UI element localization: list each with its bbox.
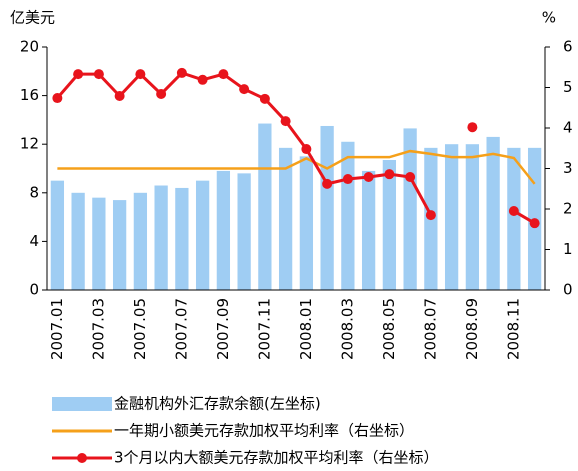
x-tick-label: 2008.03: [338, 298, 356, 360]
bar: [71, 192, 85, 290]
x-tick-label: 2007.11: [255, 298, 273, 360]
marker: [384, 169, 395, 180]
bar: [175, 187, 189, 290]
bar: [133, 192, 148, 290]
bar: [341, 141, 355, 290]
x-tick-label: 2007.01: [48, 298, 66, 360]
y-tick-label: 16: [20, 86, 39, 104]
x-tick-label: 2007.07: [172, 298, 190, 360]
marker: [197, 74, 208, 85]
marker: [218, 69, 229, 80]
y-tick-label: 4: [29, 232, 39, 250]
bar: [258, 123, 272, 290]
y2-axis-label: %: [542, 9, 556, 27]
marker: [259, 93, 270, 104]
x-tick-label: 2007.09: [214, 298, 232, 360]
marker: [363, 172, 374, 183]
x-tick-label: 2008.07: [421, 298, 439, 360]
line: [57, 149, 536, 185]
y2-tick-label: 6: [563, 38, 573, 56]
x-tick-label: 2007.03: [89, 298, 107, 360]
marker: [508, 206, 519, 217]
x-tick-label: 2008.01: [297, 298, 315, 360]
marker: [156, 88, 167, 99]
y2-tick-label: 1: [563, 240, 573, 258]
bar: [507, 147, 521, 290]
bar: [486, 136, 500, 290]
y-tick-label: 20: [20, 38, 39, 56]
bar: [216, 170, 231, 290]
marker: [93, 69, 104, 80]
y2-tick-label: 0: [563, 281, 573, 299]
y-axis-label: 亿美元: [10, 9, 55, 27]
marker: [322, 178, 333, 189]
y2-tick-label: 3: [563, 159, 573, 177]
bar: [361, 170, 376, 290]
y2-tick-label: 2: [563, 200, 573, 218]
bar: [465, 144, 480, 290]
y2-tick-label: 5: [563, 78, 573, 96]
bar: [50, 180, 65, 290]
legend-label: 一年期小额美元存款加权平均利率（右坐标）: [114, 422, 414, 440]
bar: [320, 125, 334, 290]
bar: [112, 200, 127, 290]
marker: [342, 174, 353, 185]
y-tick-label: 12: [20, 135, 39, 153]
x-tick-label: 2008.11: [504, 298, 522, 360]
x-tick-label: 2008.09: [463, 298, 481, 360]
legend-marker: [77, 453, 87, 463]
marker: [73, 69, 84, 80]
bar: [382, 159, 397, 290]
marker: [529, 218, 540, 229]
marker: [280, 116, 291, 127]
marker: [425, 210, 436, 221]
bar: [154, 185, 168, 290]
bar: [237, 173, 251, 290]
marker: [52, 93, 63, 104]
bar: [299, 156, 314, 290]
legend-swatch: [52, 397, 112, 411]
bar: [444, 144, 459, 290]
marker: [467, 122, 478, 133]
legend-label: 金融机构外汇存款余额(左坐标): [114, 395, 321, 413]
bar: [403, 128, 417, 290]
line: [56, 71, 536, 225]
bar: [278, 147, 293, 290]
marker: [176, 67, 187, 78]
y-tick-label: 8: [29, 183, 39, 201]
y-tick-label: 0: [29, 281, 39, 299]
x-tick-label: 2008.05: [380, 298, 398, 360]
marker: [239, 84, 250, 95]
marker: [114, 91, 125, 102]
y2-tick-label: 4: [563, 119, 573, 137]
marker: [405, 172, 416, 183]
bar: [195, 180, 210, 290]
x-tick-label: 2007.05: [131, 298, 149, 360]
bar: [92, 197, 106, 290]
legend-label: 3个月以内大额美元存款加权平均利率（右坐标）: [114, 449, 439, 467]
marker: [135, 69, 146, 80]
marker: [301, 144, 312, 155]
